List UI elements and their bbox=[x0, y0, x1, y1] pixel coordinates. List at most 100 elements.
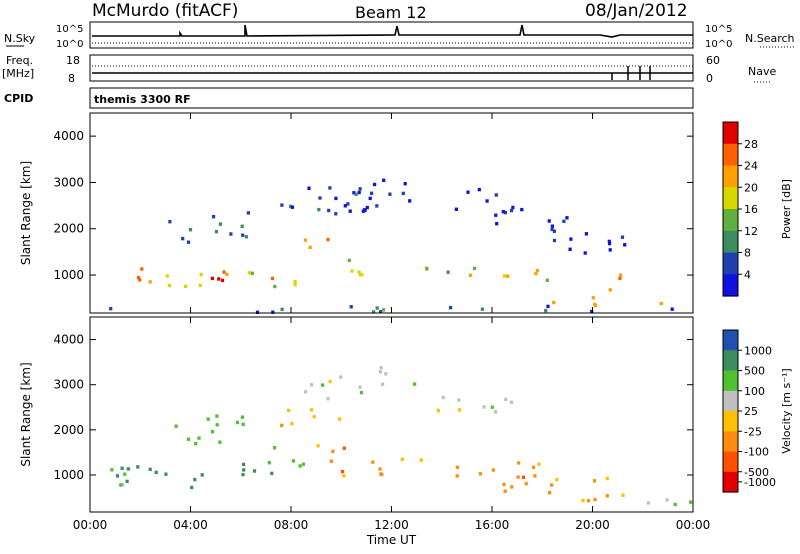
y-tick-label: 1000 bbox=[53, 268, 84, 282]
power-cell bbox=[382, 308, 386, 312]
station-title: McMurdo (fitACF) bbox=[92, 1, 238, 21]
y-tick-label: 4000 bbox=[53, 333, 84, 347]
power-cell bbox=[562, 219, 566, 223]
power-cell bbox=[446, 270, 450, 274]
power-cell bbox=[318, 196, 322, 200]
power-cell bbox=[250, 271, 254, 275]
velocity-cell bbox=[290, 421, 294, 426]
power-cell bbox=[348, 209, 352, 213]
power-cell bbox=[584, 232, 588, 236]
velocity-cell bbox=[455, 474, 459, 478]
velocity-cell bbox=[328, 379, 332, 384]
power-cell bbox=[454, 207, 458, 211]
power-cell bbox=[334, 196, 338, 201]
power-cell bbox=[212, 215, 216, 219]
colorbar-swatch bbox=[723, 252, 738, 275]
power-cell bbox=[222, 270, 226, 274]
power-cell bbox=[510, 208, 514, 213]
colorbar-swatch bbox=[723, 230, 738, 254]
power-cell bbox=[347, 258, 351, 263]
colorbar-tick-label: 4 bbox=[744, 268, 751, 281]
velocity-ylabel: Slant Range [km] bbox=[19, 362, 33, 466]
panel-power: 1000 2000 3000 4000 Slant Range [km] 28 24 20 16… bbox=[19, 112, 793, 314]
velocity-cell bbox=[491, 468, 495, 472]
velocity-cell bbox=[605, 476, 609, 481]
power-cell bbox=[290, 205, 294, 209]
power-cell bbox=[358, 272, 362, 277]
velocity-cell bbox=[240, 415, 244, 419]
power-cell bbox=[244, 235, 248, 239]
colorbar-swatch bbox=[723, 209, 738, 232]
velocity-cell bbox=[154, 470, 158, 475]
power-cell bbox=[168, 220, 172, 224]
colorbar-tick-label: 20 bbox=[744, 181, 758, 194]
power-cell bbox=[375, 306, 379, 310]
power-cell bbox=[308, 245, 312, 250]
power-cell bbox=[328, 186, 332, 190]
velocity-cell bbox=[316, 444, 320, 448]
power-cell bbox=[568, 247, 572, 251]
velocity-cell bbox=[673, 502, 677, 507]
velocity-cell bbox=[457, 398, 461, 402]
power-cell bbox=[506, 274, 510, 278]
colorbar-tick-label: 24 bbox=[744, 160, 758, 173]
velocity-cell bbox=[646, 501, 650, 505]
power-cell bbox=[181, 236, 185, 241]
velocity-cell bbox=[211, 430, 215, 434]
velocity-cell bbox=[482, 405, 486, 409]
velocity-cell bbox=[304, 390, 308, 394]
power-cell bbox=[370, 191, 374, 195]
velocity-frame bbox=[89, 316, 694, 513]
power-cell bbox=[608, 248, 612, 252]
power-cell bbox=[569, 237, 573, 241]
velocity-cell bbox=[531, 465, 536, 469]
power-cell bbox=[289, 204, 293, 209]
velocity-cell bbox=[136, 465, 140, 469]
colorbar-swatch bbox=[723, 390, 738, 412]
colorbar-swatch bbox=[723, 143, 738, 167]
velocity-cell bbox=[510, 400, 514, 404]
freq-label: Freq. bbox=[6, 54, 33, 67]
velocity-cell bbox=[241, 422, 245, 427]
power-cell bbox=[659, 301, 663, 306]
velocity-cell bbox=[455, 465, 459, 469]
power-frame bbox=[89, 112, 694, 314]
power-cells bbox=[109, 178, 674, 314]
power-cell bbox=[225, 272, 229, 277]
power-cell bbox=[583, 251, 587, 255]
power-cell bbox=[273, 284, 277, 289]
y-tick-label: 3000 bbox=[53, 378, 84, 392]
colorbar-swatch bbox=[723, 411, 738, 432]
velocity-cell bbox=[516, 475, 520, 479]
power-cell bbox=[502, 274, 506, 278]
power-cell bbox=[327, 208, 331, 213]
power-cell bbox=[167, 283, 171, 288]
power-cell bbox=[501, 210, 505, 214]
velocity-cell bbox=[287, 408, 291, 413]
colorbar-tick-label: -500 bbox=[744, 466, 769, 479]
power-cell bbox=[317, 207, 321, 212]
power-cell bbox=[280, 307, 284, 312]
velocity-cell bbox=[605, 494, 609, 498]
colorbar-tick-label: 100 bbox=[744, 385, 765, 398]
colorbar-swatch bbox=[723, 350, 738, 372]
power-cell bbox=[165, 274, 169, 278]
power-cell bbox=[477, 187, 481, 192]
power-cell bbox=[546, 304, 550, 309]
velocity-cell bbox=[555, 478, 559, 482]
power-cell bbox=[388, 192, 392, 196]
power-cell bbox=[520, 207, 524, 212]
power-cell bbox=[607, 239, 611, 244]
velocity-cell bbox=[381, 382, 385, 386]
power-cell bbox=[552, 300, 556, 305]
freq-panel bbox=[89, 54, 694, 82]
power-cell bbox=[138, 278, 142, 282]
cpid-value: themis 3300 RF bbox=[94, 93, 191, 106]
velocity-cell bbox=[115, 474, 120, 478]
x-tick-label: 20:00 bbox=[575, 518, 610, 532]
power-cell bbox=[503, 210, 507, 215]
x-tick-label: 08:00 bbox=[274, 518, 309, 532]
nsky-label: N.Sky bbox=[4, 32, 36, 45]
y-tick-label: 1000 bbox=[53, 468, 84, 482]
power-cell bbox=[485, 199, 489, 203]
